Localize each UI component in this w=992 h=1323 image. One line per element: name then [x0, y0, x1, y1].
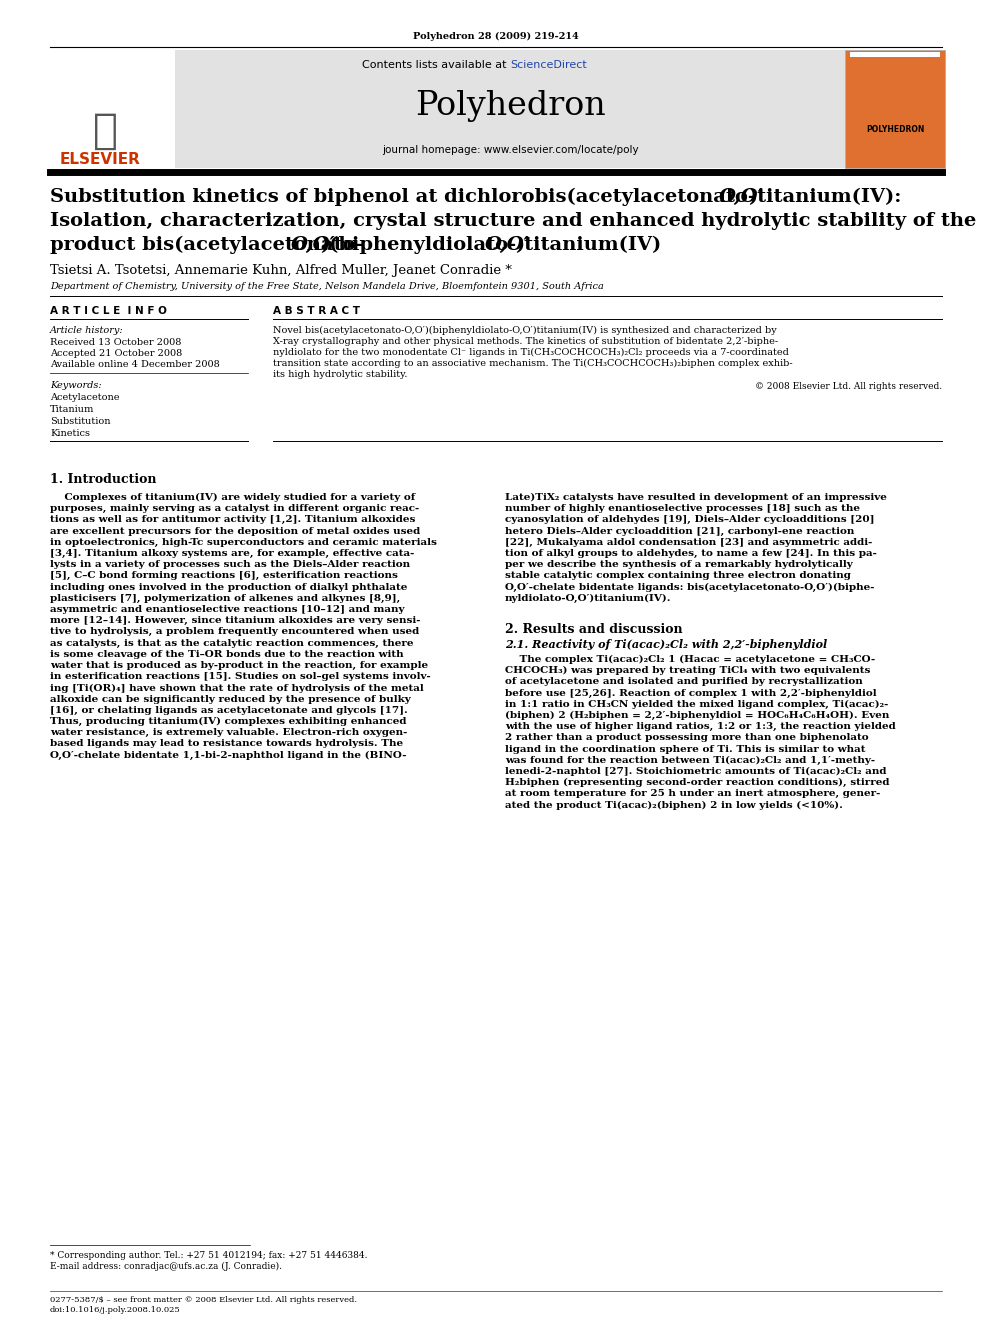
Text: 2 rather than a product possessing more than one biphenolato: 2 rather than a product possessing more …: [505, 733, 869, 742]
Text: © 2008 Elsevier Ltd. All rights reserved.: © 2008 Elsevier Ltd. All rights reserved…: [755, 382, 942, 392]
Text: Acetylacetone: Acetylacetone: [50, 393, 119, 402]
Text: of acetylacetone and isolated and purified by recrystallization: of acetylacetone and isolated and purifi…: [505, 677, 863, 687]
Text: are excellent precursors for the deposition of metal oxides used: are excellent precursors for the deposit…: [50, 527, 421, 536]
Text: tive to hydrolysis, a problem frequently encountered when used: tive to hydrolysis, a problem frequently…: [50, 627, 420, 636]
Text: ated the product Ti(acac)₂(biphen) 2 in low yields (<10%).: ated the product Ti(acac)₂(biphen) 2 in …: [505, 800, 843, 810]
Text: asymmetric and enantioselective reactions [10–12] and many: asymmetric and enantioselective reaction…: [50, 605, 405, 614]
Text: product bis(acetylacetonato-: product bis(acetylacetonato-: [50, 235, 363, 254]
Text: as catalysts, is that as the catalytic reaction commences, there: as catalysts, is that as the catalytic r…: [50, 639, 414, 648]
Text: Polyhedron: Polyhedron: [415, 90, 605, 122]
Text: O,O′: O,O′: [485, 235, 530, 254]
Text: in 1:1 ratio in CH₃CN yielded the mixed ligand complex, Ti(acac)₂-: in 1:1 ratio in CH₃CN yielded the mixed …: [505, 700, 889, 709]
Text: in esterification reactions [15]. Studies on sol–gel systems involv-: in esterification reactions [15]. Studie…: [50, 672, 431, 681]
Text: cyanosylation of aldehydes [19], Diels–Alder cycloadditions [20]: cyanosylation of aldehydes [19], Diels–A…: [505, 516, 875, 524]
Text: (biphen) 2 (H₂biphen = 2,2′-biphenyldiol = HOC₆H₄C₆H₄OH). Even: (biphen) 2 (H₂biphen = 2,2′-biphenyldiol…: [505, 710, 890, 720]
Text: including ones involved in the production of dialkyl phthalate: including ones involved in the productio…: [50, 582, 408, 591]
Text: 1. Introduction: 1. Introduction: [50, 474, 157, 486]
Text: H₂biphen (representing second-order reaction conditions), stirred: H₂biphen (representing second-order reac…: [505, 778, 890, 787]
Text: per we describe the synthesis of a remarkably hydrolytically: per we describe the synthesis of a remar…: [505, 560, 853, 569]
Text: Isolation, characterization, crystal structure and enhanced hydrolytic stability: Isolation, characterization, crystal str…: [50, 212, 976, 230]
Text: in optoelectronics, high-Tc superconductors and ceramic materials: in optoelectronics, high-Tc superconduct…: [50, 538, 436, 546]
Text: A B S T R A C T: A B S T R A C T: [273, 306, 360, 316]
Text: alkoxide can be significantly reduced by the presence of bulky: alkoxide can be significantly reduced by…: [50, 695, 411, 704]
Text: Article history:: Article history:: [50, 325, 124, 335]
Text: Titanium: Titanium: [50, 405, 94, 414]
Text: transition state according to an associative mechanism. The Ti(CH₃COCHCOCH₃)₂bip: transition state according to an associa…: [273, 359, 793, 368]
Text: A R T I C L E  I N F O: A R T I C L E I N F O: [50, 306, 167, 316]
Text: nyldiolato-O,O′)titanium(IV).: nyldiolato-O,O′)titanium(IV).: [505, 594, 672, 603]
Text: Keywords:: Keywords:: [50, 381, 101, 390]
Text: Tsietsi A. Tsotetsi, Annemarie Kuhn, Alfred Muller, Jeanet Conradie *: Tsietsi A. Tsotetsi, Annemarie Kuhn, Alf…: [50, 265, 512, 277]
Text: tions as well as for antitumor activity [1,2]. Titanium alkoxides: tions as well as for antitumor activity …: [50, 516, 416, 524]
Text: with the use of higher ligand ratios, 1:2 or 1:3, the reaction yielded: with the use of higher ligand ratios, 1:…: [505, 722, 896, 732]
Text: lysts in a variety of processes such as the Diels–Alder reaction: lysts in a variety of processes such as …: [50, 560, 410, 569]
Text: [16], or chelating ligands as acetylacetonate and glycols [17].: [16], or chelating ligands as acetylacet…: [50, 705, 408, 714]
Text: Accepted 21 October 2008: Accepted 21 October 2008: [50, 349, 183, 359]
Text: ing [Ti(OR)₄] have shown that the rate of hydrolysis of the metal: ing [Ti(OR)₄] have shown that the rate o…: [50, 684, 424, 692]
Text: more [12–14]. However, since titanium alkoxides are very sensi-: more [12–14]. However, since titanium al…: [50, 617, 421, 626]
Text: at room temperature for 25 h under an inert atmosphere, gener-: at room temperature for 25 h under an in…: [505, 790, 880, 798]
Text: O,O′-chelate bidentate ligands: bis(acetylacetonato-O,O′)(biphe-: O,O′-chelate bidentate ligands: bis(acet…: [505, 582, 875, 591]
Text: 2. Results and discussion: 2. Results and discussion: [505, 623, 682, 636]
Text: O,O′: O,O′: [719, 188, 764, 206]
Text: CHCOCH₃) was prepared by treating TiCl₄ with two equivalents: CHCOCH₃) was prepared by treating TiCl₄ …: [505, 667, 870, 675]
Text: [5], C–C bond forming reactions [6], esterification reactions: [5], C–C bond forming reactions [6], est…: [50, 572, 398, 581]
Text: tion of alkyl groups to aldehydes, to name a few [24]. In this pa-: tion of alkyl groups to aldehydes, to na…: [505, 549, 877, 558]
Text: )titanium(IV):: )titanium(IV):: [748, 188, 902, 206]
Text: water that is produced as by-product in the reaction, for example: water that is produced as by-product in …: [50, 662, 429, 669]
Text: Substitution: Substitution: [50, 417, 110, 426]
Text: )(biphenyldiolato-: )(biphenyldiolato-: [320, 235, 516, 254]
Bar: [850, 52, 940, 57]
Text: based ligands may lead to resistance towards hydrolysis. The: based ligands may lead to resistance tow…: [50, 740, 403, 749]
Text: hetero Diels–Alder cycloaddition [21], carbonyl-ene reaction: hetero Diels–Alder cycloaddition [21], c…: [505, 527, 854, 536]
Text: Available online 4 December 2008: Available online 4 December 2008: [50, 360, 220, 369]
Text: number of highly enantioselective processes [18] such as the: number of highly enantioselective proces…: [505, 504, 860, 513]
Text: O,O′: O,O′: [291, 235, 335, 254]
Text: before use [25,26]. Reaction of complex 1 with 2,2′-biphenyldiol: before use [25,26]. Reaction of complex …: [505, 688, 877, 697]
Text: Contents lists available at: Contents lists available at: [362, 60, 510, 70]
Text: plasticisers [7], polymerization of alkenes and alkynes [8,9],: plasticisers [7], polymerization of alke…: [50, 594, 400, 603]
Text: was found for the reaction between Ti(acac)₂Cl₂ and 1,1′-methy-: was found for the reaction between Ti(ac…: [505, 755, 875, 765]
Text: is some cleavage of the Ti–OR bonds due to the reaction with: is some cleavage of the Ti–OR bonds due …: [50, 650, 404, 659]
Bar: [175, 50, 845, 168]
Text: Polyhedron 28 (2009) 219-214: Polyhedron 28 (2009) 219-214: [413, 32, 579, 41]
Text: stable catalytic complex containing three electron donating: stable catalytic complex containing thre…: [505, 572, 851, 581]
Text: Thus, producing titanium(IV) complexes exhibiting enhanced: Thus, producing titanium(IV) complexes e…: [50, 717, 407, 726]
Text: ELSEVIER: ELSEVIER: [60, 152, 141, 167]
Text: Kinetics: Kinetics: [50, 429, 90, 438]
Text: 🌲: 🌲: [92, 110, 117, 152]
Bar: [845, 50, 945, 168]
Text: X-ray crystallography and other physical methods. The kinetics of substitution o: X-ray crystallography and other physical…: [273, 337, 778, 347]
Text: purposes, mainly serving as a catalyst in different organic reac-: purposes, mainly serving as a catalyst i…: [50, 504, 420, 513]
Text: journal homepage: www.elsevier.com/locate/poly: journal homepage: www.elsevier.com/locat…: [382, 146, 638, 155]
Text: Received 13 October 2008: Received 13 October 2008: [50, 337, 182, 347]
Text: [3,4]. Titanium alkoxy systems are, for example, effective cata-: [3,4]. Titanium alkoxy systems are, for …: [50, 549, 415, 558]
Text: * Corresponding author. Tel.: +27 51 4012194; fax: +27 51 4446384.: * Corresponding author. Tel.: +27 51 401…: [50, 1252, 367, 1259]
Text: Substitution kinetics of biphenol at dichlorobis(acetylacetonato-: Substitution kinetics of biphenol at dic…: [50, 188, 756, 206]
Text: lenedi-2-naphtol [27]. Stoichiometric amounts of Ti(acac)₂Cl₂ and: lenedi-2-naphtol [27]. Stoichiometric am…: [505, 767, 887, 777]
Text: doi:10.1016/j.poly.2008.10.025: doi:10.1016/j.poly.2008.10.025: [50, 1306, 181, 1314]
Text: ligand in the coordination sphere of Ti. This is similar to what: ligand in the coordination sphere of Ti.…: [505, 745, 865, 754]
Text: [22], Mukalyama aldol condensation [23] and asymmetric addi-: [22], Mukalyama aldol condensation [23] …: [505, 538, 872, 546]
Text: Department of Chemistry, University of the Free State, Nelson Mandela Drive, Blo: Department of Chemistry, University of t…: [50, 282, 604, 291]
Text: )titanium(IV): )titanium(IV): [515, 235, 662, 254]
Text: ScienceDirect: ScienceDirect: [510, 60, 586, 70]
Text: E-mail address: conradjac@ufs.ac.za (J. Conradie).: E-mail address: conradjac@ufs.ac.za (J. …: [50, 1262, 282, 1271]
Text: The complex Ti(acac)₂Cl₂ 1 (Hacac = acetylacetone = CH₃CO-: The complex Ti(acac)₂Cl₂ 1 (Hacac = acet…: [505, 655, 875, 664]
Text: its high hydrolytic stability.: its high hydrolytic stability.: [273, 370, 408, 378]
Text: Complexes of titanium(IV) are widely studied for a variety of: Complexes of titanium(IV) are widely stu…: [50, 493, 415, 503]
Text: POLYHEDRON: POLYHEDRON: [866, 124, 925, 134]
Text: Late)TiX₂ catalysts have resulted in development of an impressive: Late)TiX₂ catalysts have resulted in dev…: [505, 493, 887, 503]
Text: O,O′-chelate bidentate 1,1-bi-2-naphthol ligand in the (BINO-: O,O′-chelate bidentate 1,1-bi-2-naphthol…: [50, 750, 407, 759]
Text: 2.1. Reactivity of Ti(acac)₂Cl₂ with 2,2′-biphenyldiol: 2.1. Reactivity of Ti(acac)₂Cl₂ with 2,2…: [505, 639, 827, 650]
Text: nyldiolato for the two monodentate Cl⁻ ligands in Ti(CH₃COCHCOCH₃)₂Cl₂ proceeds : nyldiolato for the two monodentate Cl⁻ l…: [273, 348, 789, 357]
Text: Novel bis(acetylacetonato-O,O′)(biphenyldiolato-O,O′)titanium(IV) is synthesized: Novel bis(acetylacetonato-O,O′)(biphenyl…: [273, 325, 777, 335]
Text: 0277-5387/$ – see front matter © 2008 Elsevier Ltd. All rights reserved.: 0277-5387/$ – see front matter © 2008 El…: [50, 1297, 357, 1304]
Text: water resistance, is extremely valuable. Electron-rich oxygen-: water resistance, is extremely valuable.…: [50, 728, 408, 737]
